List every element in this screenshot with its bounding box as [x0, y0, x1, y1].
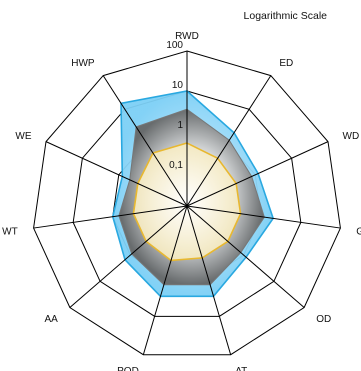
spoke-ed	[186, 75, 272, 207]
axis-label-ed: ED	[279, 58, 293, 69]
axis-label-gw: GW	[356, 226, 361, 237]
axis-label-pod: POD	[117, 366, 139, 371]
spoke-wd	[186, 141, 329, 207]
tick-label-1: 1	[177, 120, 183, 131]
spoke-at	[186, 205, 232, 355]
axis-label-wt: WT	[2, 226, 18, 237]
spoke-hwp	[102, 75, 188, 207]
spoke-aa	[69, 205, 188, 308]
radar-spokes	[33, 51, 341, 355]
grid-ring-2	[72, 90, 302, 317]
spoke-od	[186, 205, 305, 308]
radar-tick-labels: 0,1 1 10 100	[166, 40, 183, 171]
axis-label-we: WE	[15, 131, 31, 142]
axis-label-wd: WD	[343, 131, 360, 142]
tick-label-0: 0,1	[169, 160, 183, 171]
axis-label-hwp: HWP	[71, 58, 95, 69]
tick-label-2: 10	[172, 80, 184, 91]
axis-label-at: AT	[235, 366, 247, 371]
spoke-we	[45, 141, 188, 207]
grid-ring-3	[33, 50, 341, 356]
radar-axis-labels: RWD ED WD GW OD AT POD AA WT WE HWP	[2, 31, 361, 371]
axis-label-rwd: RWD	[175, 31, 199, 42]
spoke-gw	[186, 205, 341, 229]
spoke-pod	[142, 205, 188, 355]
axis-label-od: OD	[316, 314, 331, 325]
radar-series	[111, 90, 275, 298]
axis-label-aa: AA	[44, 314, 58, 325]
tick-label-3: 100	[166, 40, 183, 51]
spoke-wt	[33, 205, 188, 229]
chart-subtitle: Logarithmic Scale	[243, 10, 327, 22]
